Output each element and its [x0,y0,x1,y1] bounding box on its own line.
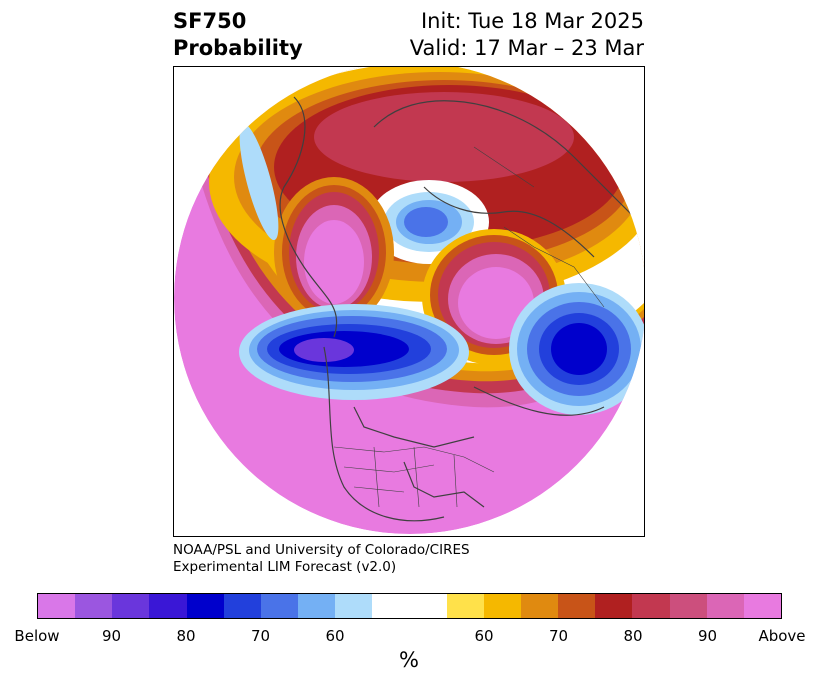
colorbar-below-8 [298,594,336,618]
colorbar-above-2 [483,594,522,618]
colorbar-tick-8: 80 [623,627,643,645]
credit-text: NOAA/PSL and University of Colorado/CIRE… [173,542,470,576]
contour-field [174,67,644,534]
polar-map [173,66,645,537]
colorbar-tick-3: 80 [176,627,196,645]
colorbar-above-1 [446,594,484,618]
colorbar-tick-1: Below [14,627,60,645]
borders [333,146,605,508]
colorbar-below-4 [149,594,187,618]
map-outer-mask [174,67,644,536]
product-name: Probability [173,36,303,60]
credit-line-1: NOAA/PSL and University of Colorado/CIRE… [173,542,470,558]
variable-name: SF750 [173,9,247,33]
colorbar-below-2 [75,594,113,618]
colorbar-tick-10: Above [758,627,806,645]
colorbar-tick-7: 70 [548,627,569,645]
init-date: Init: Tue 18 Mar 2025 [420,9,644,33]
colorbar-tick-2: 90 [101,627,122,645]
colorbar-below-3 [112,594,150,618]
colorbar-tick-5: 60 [325,627,345,645]
colorbar-below-6 [223,594,261,618]
colorbar-above-9 [743,594,782,618]
colorbar-above-8 [706,594,744,618]
colorbar-below-9 [335,594,373,618]
colorbar-tick-9: 90 [697,627,718,645]
colorbar-below-5 [186,594,224,618]
chart-title: SF750 Probability [173,8,303,62]
credit-line-2: Experimental LIM Forecast (v2.0) [173,559,397,575]
colorbar-tick-4: 70 [250,627,271,645]
colorbar-above-7 [669,594,707,618]
coastlines [279,96,635,522]
colorbar-below-7 [260,594,299,618]
colorbar-above-4 [558,594,596,618]
colorbar-above-6 [632,594,670,618]
colorbar-tick-6: 60 [474,627,494,645]
colorbar-above-3 [521,594,559,618]
colorbar-unit: % [399,648,419,672]
forecast-dates: Init: Tue 18 Mar 2025 Valid: 17 Mar – 23… [410,8,644,62]
colorbar [37,593,782,619]
valid-range: Valid: 17 Mar – 23 Mar [409,36,644,60]
probability-map [174,67,644,536]
colorbar-neutral [372,594,447,618]
colorbar-above-5 [595,594,633,618]
colorbar-below-1 [38,594,76,618]
